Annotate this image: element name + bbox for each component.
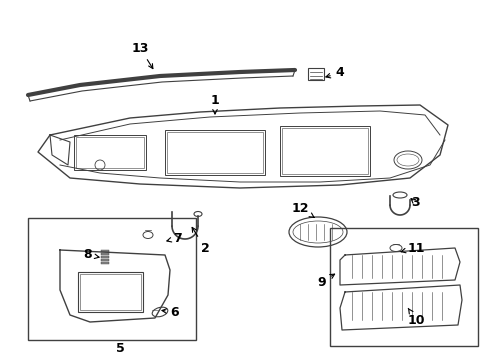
Bar [164, 130, 264, 175]
Text: 8: 8 [83, 248, 99, 261]
Bar [78, 272, 142, 312]
Text: 10: 10 [407, 309, 424, 327]
Bar [101, 250, 109, 252]
Text: 5: 5 [115, 342, 124, 355]
Text: 11: 11 [400, 242, 424, 255]
Text: 13: 13 [131, 41, 153, 69]
Text: 12: 12 [291, 202, 313, 217]
Text: 2: 2 [192, 228, 209, 255]
Bar [307, 68, 324, 80]
Bar [101, 253, 109, 255]
Bar [329, 228, 477, 346]
Text: 1: 1 [210, 94, 219, 114]
Bar [101, 262, 109, 264]
Text: 9: 9 [317, 274, 334, 288]
Text: 7: 7 [166, 231, 182, 244]
Bar [80, 274, 141, 310]
Text: 3: 3 [410, 195, 418, 208]
Text: 6: 6 [162, 306, 179, 319]
Bar [28, 218, 196, 340]
Bar [101, 256, 109, 258]
Bar [280, 126, 369, 176]
Text: 4: 4 [325, 67, 344, 80]
Bar [167, 132, 263, 173]
Bar [282, 128, 367, 174]
Bar [101, 259, 109, 261]
Bar [76, 137, 143, 168]
Bar [74, 135, 146, 170]
